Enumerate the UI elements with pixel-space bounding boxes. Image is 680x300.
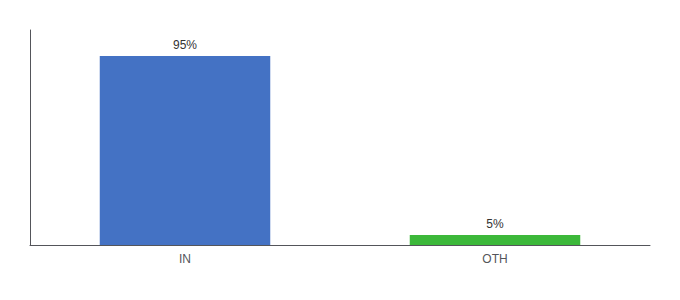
svg-text:95%: 95% [173,38,197,52]
svg-text:OTH: OTH [482,252,507,266]
svg-text:5%: 5% [486,217,504,231]
svg-text:IN: IN [179,252,191,266]
